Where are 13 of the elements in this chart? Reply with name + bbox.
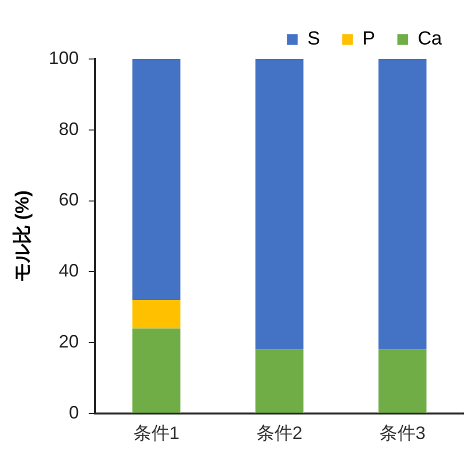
legend-label: S (307, 28, 320, 50)
x-tick-label: 条件1 (133, 423, 180, 444)
y-tick-label: 80 (58, 118, 79, 139)
x-tick-label: 条件3 (379, 423, 426, 444)
y-tick-label: 0 (68, 402, 79, 422)
legend-label: Ca (418, 28, 442, 50)
y-tick-label: 60 (58, 190, 79, 210)
x-tick-label: 条件2 (256, 423, 302, 444)
y-tick-label: 40 (58, 260, 79, 281)
legend-label: P (362, 28, 376, 50)
y-tick-label: 100 (48, 48, 79, 68)
y-axis-title: モル比 (%) (12, 190, 34, 282)
y-tick-label: 20 (58, 331, 79, 352)
